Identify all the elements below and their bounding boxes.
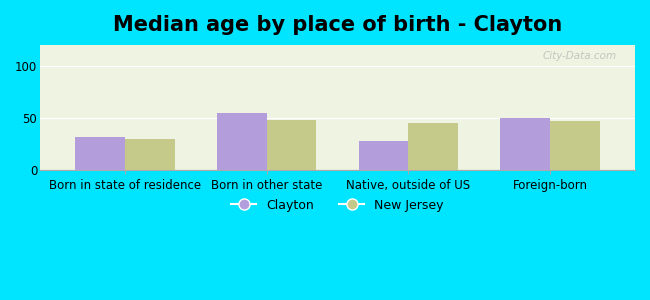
Bar xyxy=(217,113,266,170)
Title: Median age by place of birth - Clayton: Median age by place of birth - Clayton xyxy=(113,15,562,35)
Bar xyxy=(408,123,458,170)
Text: City-Data.com: City-Data.com xyxy=(543,51,617,61)
Bar xyxy=(125,139,175,170)
Bar xyxy=(266,120,317,170)
Bar xyxy=(75,137,125,170)
Legend: Clayton, New Jersey: Clayton, New Jersey xyxy=(226,194,448,217)
Bar xyxy=(500,118,550,170)
Bar xyxy=(550,121,599,170)
Bar xyxy=(359,141,408,170)
